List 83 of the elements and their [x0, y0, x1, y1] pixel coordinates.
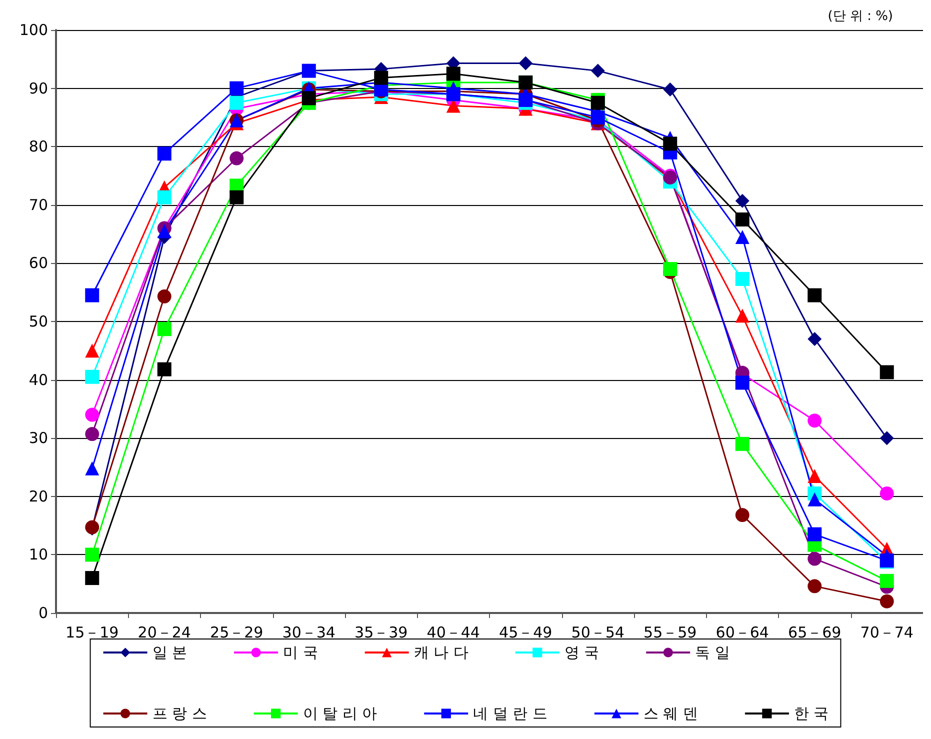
point	[157, 362, 172, 376]
point	[374, 70, 388, 85]
y-tick-label: 30	[28, 429, 48, 448]
x-tick-label: 25－29	[210, 624, 264, 642]
legend-label: 영 국	[564, 644, 600, 662]
point	[735, 230, 750, 244]
point	[880, 486, 894, 500]
point	[735, 272, 750, 286]
point	[663, 262, 678, 276]
x-tick-label: 20－24	[138, 624, 191, 642]
point	[880, 574, 894, 588]
point	[735, 376, 750, 390]
y-tick-label: 100	[19, 21, 48, 39]
legend-label: 프 랑 스	[152, 704, 207, 722]
point	[230, 151, 244, 166]
x-tick-label: 35－39	[354, 624, 408, 642]
point	[735, 212, 750, 226]
y-tick-label: 40	[28, 370, 48, 389]
point	[808, 527, 822, 542]
point	[85, 548, 100, 562]
point	[85, 344, 100, 358]
point	[808, 492, 822, 506]
x-tick-label: 30－34	[282, 624, 336, 642]
point	[518, 56, 533, 70]
x-tick-label: 40－44	[426, 624, 480, 642]
point	[85, 427, 100, 442]
legend-label: 캐 나 다	[414, 644, 468, 662]
point	[808, 414, 822, 428]
legend-label: 독 일	[695, 644, 730, 662]
point	[157, 289, 172, 304]
legend-label: 미 국	[283, 644, 318, 662]
point	[85, 370, 100, 384]
point	[808, 552, 822, 566]
point	[85, 288, 100, 302]
legend-label: 일 본	[152, 644, 188, 662]
point	[735, 508, 750, 522]
point	[85, 408, 100, 422]
point	[735, 436, 750, 451]
point	[808, 288, 822, 302]
y-tick-label: 90	[28, 79, 48, 98]
legend-label: 한 국	[794, 704, 829, 722]
point	[880, 365, 894, 380]
point	[85, 571, 100, 586]
point	[735, 308, 750, 323]
point	[663, 136, 678, 151]
point	[663, 82, 678, 96]
point	[230, 81, 244, 96]
legend-label: 네 덜 란 드	[473, 704, 548, 722]
point	[880, 594, 894, 608]
point	[85, 461, 100, 476]
x-tick-label: 15－19	[66, 624, 119, 642]
x-tick-label: 65－69	[788, 624, 842, 642]
point	[157, 224, 172, 238]
text: (단 위 : %)	[828, 9, 894, 24]
point	[880, 548, 894, 563]
y-tick-label: 50	[28, 312, 48, 330]
x-tick-label: 50－54	[571, 624, 624, 642]
y-tick-label: 20	[28, 487, 48, 506]
point	[157, 322, 172, 336]
point	[157, 146, 172, 161]
point	[735, 194, 750, 208]
point	[880, 431, 894, 446]
y-tick-label: 80	[28, 138, 48, 156]
point	[590, 64, 605, 78]
point	[157, 190, 172, 204]
x-tick-label: 70－74	[860, 624, 914, 642]
point	[590, 96, 605, 110]
y-tick-label: 60	[28, 254, 48, 272]
y-tick-label: 0	[38, 604, 48, 622]
x-tick-label: 55－59	[644, 624, 697, 642]
point	[808, 468, 822, 483]
point	[230, 96, 244, 110]
x-tick-label: 60－64	[716, 624, 769, 642]
legend-label: 스 웨 덴	[643, 704, 698, 722]
point	[446, 81, 460, 96]
x-tick-label: 45－49	[499, 624, 552, 642]
point	[446, 66, 460, 81]
point	[808, 332, 822, 346]
point	[808, 579, 822, 594]
y-tick-label: 70	[28, 196, 48, 214]
legend-label: 이 탈 리 아	[302, 704, 378, 722]
point	[230, 190, 244, 204]
y-tick-label: 10	[28, 546, 48, 564]
